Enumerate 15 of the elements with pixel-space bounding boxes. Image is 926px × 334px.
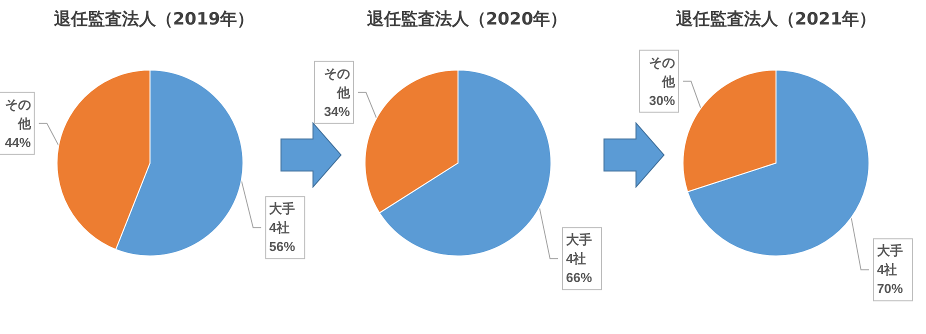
data-label: 70% (876, 281, 904, 296)
chart-title: 退任監査法人（2020年） (366, 10, 568, 30)
chart-title: 退任監査法人（2021年） (674, 10, 876, 30)
slice-label: 大手4社 (566, 232, 592, 266)
slice-label: その他 (324, 66, 351, 100)
data-label: 44% (4, 134, 32, 150)
slice-label: 大手4社 (876, 243, 903, 278)
data-label: 30% (649, 92, 676, 108)
slice-label: その他 (4, 96, 32, 131)
data-label: 56% (269, 239, 296, 254)
slice-label: 大手4社 (269, 201, 296, 236)
chart-title: 退任監査法人（2019年） (52, 10, 254, 30)
slice-label: その他 (649, 54, 676, 89)
data-label: 66% (566, 270, 592, 286)
data-label: 34% (324, 104, 350, 119)
